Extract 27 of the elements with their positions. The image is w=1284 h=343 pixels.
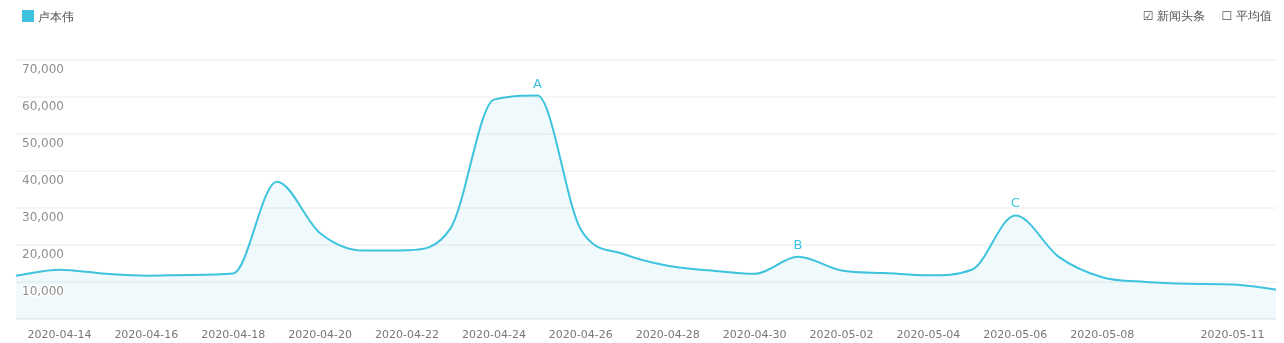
x-tick-label: 2020-05-06 (983, 328, 1048, 341)
x-tick-label: 2020-04-28 (635, 328, 700, 341)
text: ☑ 新闻头条 (1142, 9, 1206, 23)
annotation: C (1010, 195, 1020, 211)
x-tick-label: 2020-04-18 (201, 328, 266, 341)
x-tick-label: 2020-05-11 (1200, 328, 1265, 341)
x-tick-label: 2020-04-14 (27, 328, 92, 341)
x-tick-label: 2020-04-22 (375, 328, 439, 341)
x-tick-label: 2020-05-04 (896, 328, 961, 341)
annotation: A (532, 75, 542, 91)
y-tick-label: 30,000 (22, 210, 64, 224)
x-tick-label: 2020-04-30 (722, 328, 787, 341)
x-tick-label: 2020-04-20 (288, 328, 353, 341)
legend-label: 卢本伟 (38, 9, 74, 24)
annotation: B (793, 236, 803, 252)
x-tick-label: 2020-05-08 (1070, 328, 1135, 341)
x-tick-label: 2020-05-02 (809, 328, 874, 341)
y-tick-label: 10,000 (22, 284, 64, 298)
x-tick-label: 2020-04-24 (461, 328, 526, 341)
y-tick-label: 70,000 (22, 62, 64, 76)
text: ☐ 平均值 (1221, 9, 1272, 23)
y-tick-label: 40,000 (22, 173, 64, 187)
y-tick-label: 50,000 (22, 136, 64, 150)
x-tick-label: 2020-04-16 (114, 328, 179, 341)
y-tick-label: 20,000 (22, 247, 64, 261)
x-tick-label: 2020-04-26 (548, 328, 613, 341)
y-tick-label: 60,000 (22, 99, 64, 113)
